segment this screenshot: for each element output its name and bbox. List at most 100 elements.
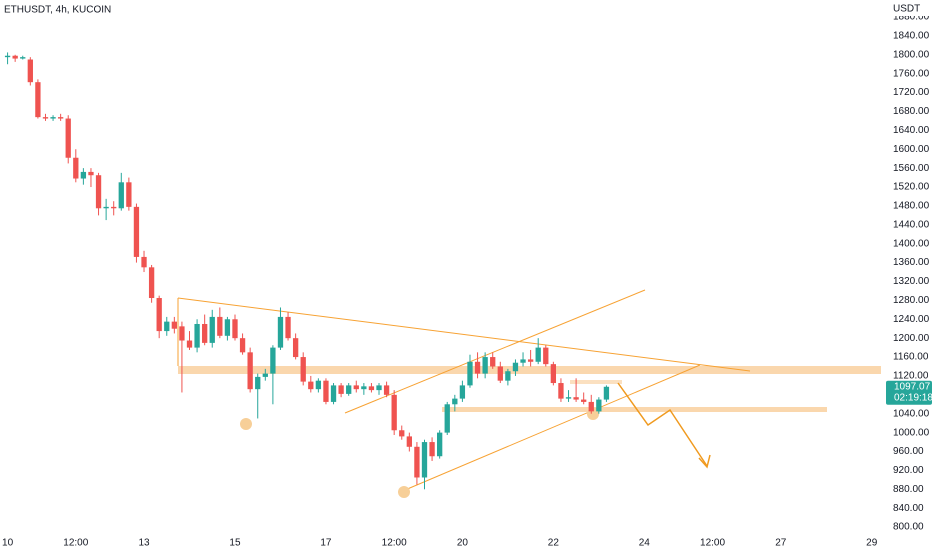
x-tick-label: 12:00: [382, 538, 407, 549]
y-axis-label: USDT: [893, 4, 920, 15]
y-tick-label: 1600.00: [893, 144, 930, 155]
y-tick-label: 840.00: [893, 503, 924, 514]
marker: [240, 418, 252, 430]
x-tick-label: 20: [457, 538, 469, 549]
x-tick-label: 29: [866, 538, 878, 549]
candle-body: [277, 316, 284, 348]
y-tick-label: 1200.00: [893, 333, 930, 344]
candle-body: [103, 206, 109, 209]
candle-body: [12, 55, 18, 59]
chart-title: ETHUSDT, 4h, KUCOIN: [4, 5, 111, 16]
candle-body: [565, 397, 572, 399]
candle-body: [512, 362, 519, 372]
x-tick-label: 17: [320, 538, 332, 549]
candle-body: [520, 359, 526, 363]
candle-body: [527, 359, 534, 362]
projection-arrow: [617, 382, 708, 467]
candle-body: [80, 171, 87, 179]
candle-body: [111, 206, 117, 209]
small-zone: [570, 380, 622, 384]
candle-body: [444, 404, 450, 433]
axis-label-bg: [885, 0, 932, 16]
drawings: [177, 289, 881, 498]
candle-body: [376, 385, 382, 391]
y-tick-label: 960.00: [893, 446, 924, 457]
y-tick-label: 1800.00: [893, 49, 930, 60]
candle-body: [581, 399, 587, 402]
y-tick-label: 920.00: [893, 465, 924, 476]
candle-body: [73, 157, 79, 179]
candle-body: [346, 385, 352, 394]
candle-body: [459, 385, 466, 399]
candle-body: [232, 319, 238, 339]
candle-body: [338, 385, 344, 394]
y-tick-label: 1760.00: [893, 68, 930, 79]
candle-body: [391, 394, 397, 431]
candle-body: [399, 430, 405, 437]
y-tick-label: 800.00: [893, 522, 924, 533]
candle-body: [353, 385, 359, 390]
marker: [398, 486, 410, 498]
candle-body: [588, 401, 594, 412]
candle-body: [285, 316, 291, 339]
candle-body: [543, 347, 549, 365]
candle-body: [194, 323, 200, 348]
candle-body: [133, 206, 140, 257]
candle-body: [596, 399, 602, 412]
candle-body: [42, 117, 49, 119]
candle-body: [603, 386, 610, 400]
candle-body: [361, 386, 367, 390]
candle-body: [406, 436, 412, 447]
channel-line: [344, 289, 646, 414]
y-tick-label: 1280.00: [893, 295, 930, 306]
candle-body: [95, 175, 102, 209]
candle-body: [35, 82, 41, 118]
candle-body: [505, 371, 511, 381]
candle-body: [27, 59, 33, 83]
y-tick-label: 1680.00: [893, 106, 930, 117]
candle-body: [262, 373, 268, 377]
y-tick-label: 1520.00: [893, 182, 930, 193]
y-tick-label: 1040.00: [893, 408, 930, 419]
resistance-zone: [178, 366, 881, 374]
candle-body: [20, 57, 26, 59]
candle-body: [323, 380, 329, 402]
candle-body: [209, 316, 215, 343]
y-tick-label: 1840.00: [893, 31, 930, 42]
candle-body: [239, 338, 246, 353]
candle-body: [57, 117, 64, 119]
candle-body: [558, 383, 564, 399]
candle-body: [573, 397, 579, 400]
candle-body: [535, 347, 541, 362]
candle-body: [247, 352, 253, 390]
candle-body: [179, 326, 185, 341]
candle-body: [368, 386, 375, 391]
y-tick-label: 1480.00: [893, 201, 930, 212]
candle-body: [497, 366, 503, 381]
candle-body: [452, 398, 458, 405]
candle-body: [118, 182, 124, 209]
y-tick-label: 1440.00: [893, 219, 930, 230]
y-tick-label: 1720.00: [893, 87, 930, 98]
candle-body: [467, 361, 473, 386]
candle-body: [224, 319, 231, 336]
time-axis: [0, 537, 885, 550]
y-tick-label: 1560.00: [893, 163, 930, 174]
x-tick-label: 22: [548, 538, 560, 549]
candle-body: [141, 256, 147, 268]
x-tick-label: 13: [138, 538, 150, 549]
candle-body: [171, 321, 177, 329]
candle-body: [270, 347, 276, 374]
last-price-label: 1097.07: [894, 381, 931, 392]
support-zone: [442, 407, 827, 412]
candle-body: [300, 357, 306, 382]
y-tick-label: 1880.00: [893, 12, 930, 23]
candle-body: [414, 446, 420, 478]
x-tick-label: 10: [2, 538, 14, 549]
last-price-box: [886, 380, 932, 405]
y-tick-label: 1360.00: [893, 257, 930, 268]
candle-body: [50, 117, 56, 119]
candle-body: [202, 323, 208, 343]
candle-body: [490, 357, 496, 367]
